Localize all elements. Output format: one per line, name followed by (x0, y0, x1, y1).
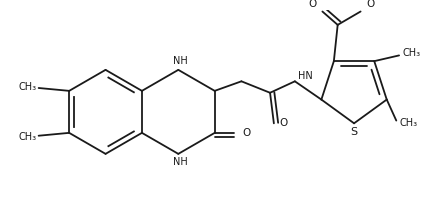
Text: NH: NH (173, 158, 188, 167)
Text: CH₃: CH₃ (402, 48, 421, 58)
Text: CH₃: CH₃ (18, 82, 36, 92)
Text: HN: HN (298, 71, 313, 81)
Text: O: O (242, 128, 251, 138)
Text: O: O (309, 0, 317, 9)
Text: O: O (279, 118, 287, 128)
Text: NH: NH (173, 56, 188, 66)
Text: CH₃: CH₃ (400, 118, 418, 128)
Text: S: S (351, 127, 358, 137)
Text: CH₃: CH₃ (18, 132, 36, 142)
Text: O: O (366, 0, 374, 9)
